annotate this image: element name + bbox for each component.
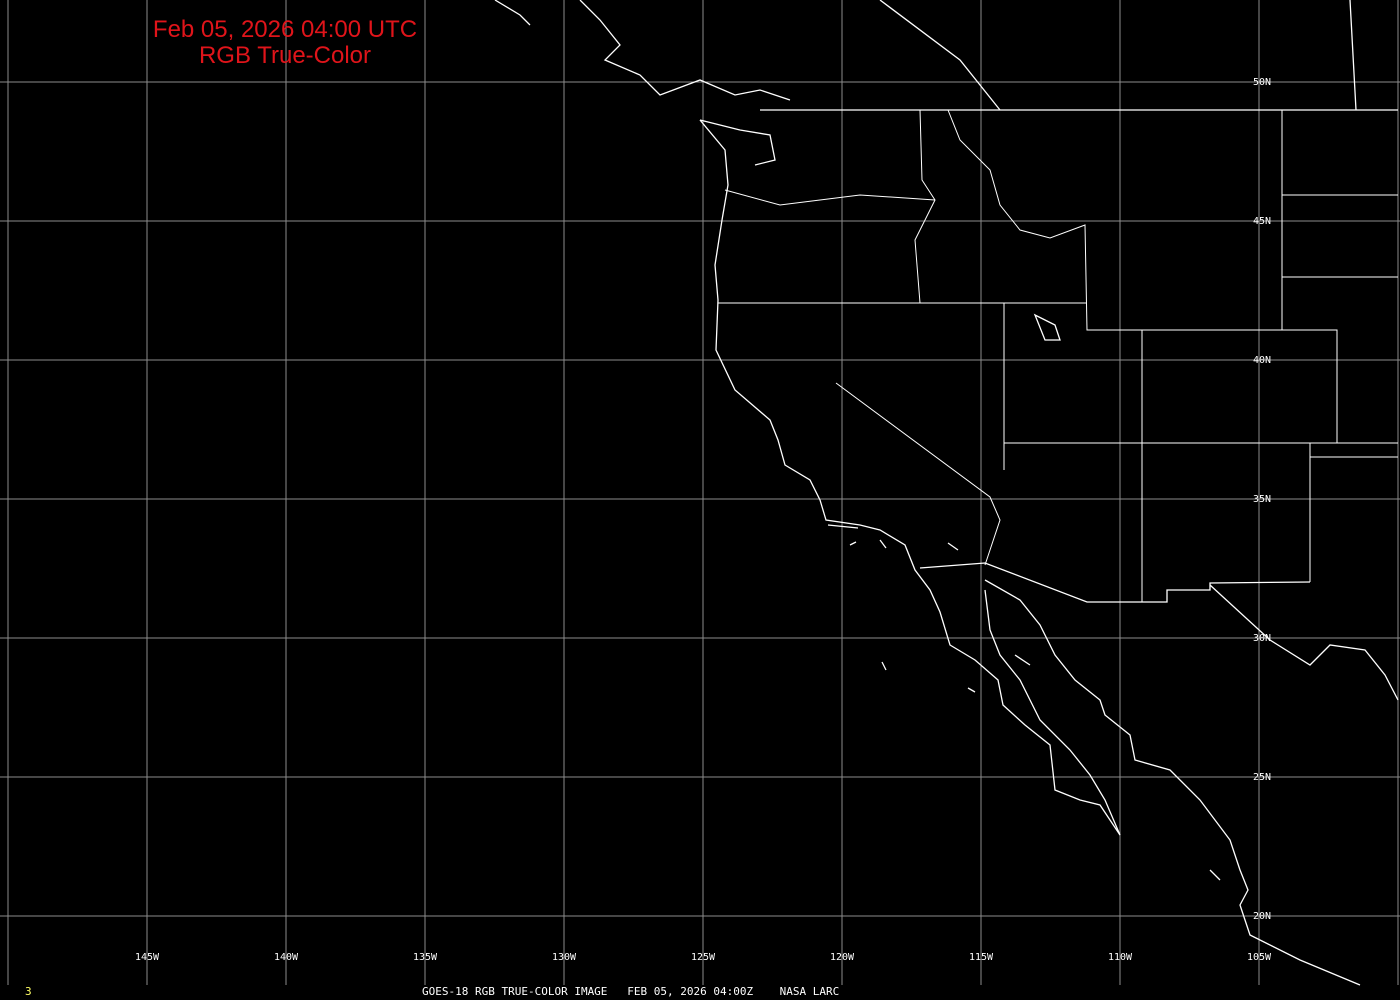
latitude-label: 20N bbox=[1253, 911, 1271, 922]
latitude-label: 50N bbox=[1253, 77, 1271, 88]
image-caption: GOES-18 RGB TRUE-COLOR IMAGE FEB 05, 202… bbox=[422, 985, 840, 998]
longitude-label: 130W bbox=[552, 952, 577, 963]
longitude-label: 140W bbox=[274, 952, 299, 963]
mexico-mainland-coast bbox=[984, 579, 1361, 986]
islands bbox=[827, 313, 1221, 881]
latitude-label: 40N bbox=[1253, 355, 1271, 366]
frame-number: 3 bbox=[25, 985, 32, 998]
canada-interior-borders bbox=[879, 0, 1357, 111]
latitude-label: 35N bbox=[1253, 494, 1271, 505]
latitude-label: 25N bbox=[1253, 772, 1271, 783]
state-borders bbox=[718, 109, 1398, 602]
longitude-label: 135W bbox=[413, 952, 438, 963]
bc-coast bbox=[494, 0, 791, 166]
west-coast bbox=[699, 119, 1121, 836]
longitude-label: 120W bbox=[830, 952, 855, 963]
longitude-label: 115W bbox=[969, 952, 994, 963]
gulf-coast-baja bbox=[984, 589, 1121, 836]
map-title-datetime: Feb 05, 2026 04:00 UTC bbox=[152, 16, 418, 43]
us-mexico-border bbox=[919, 562, 1311, 603]
map-title-product: RGB True-Color bbox=[198, 42, 372, 69]
longitude-label: 145W bbox=[135, 952, 160, 963]
mexico-east-coast bbox=[1209, 584, 1399, 701]
longitude-label: 105W bbox=[1247, 952, 1272, 963]
latitude-label: 45N bbox=[1253, 216, 1271, 227]
longitude-label: 110W bbox=[1108, 952, 1133, 963]
coastlines-and-borders bbox=[494, 0, 1399, 986]
longitude-label: 125W bbox=[691, 952, 716, 963]
latitude-label: 30N bbox=[1253, 633, 1271, 644]
